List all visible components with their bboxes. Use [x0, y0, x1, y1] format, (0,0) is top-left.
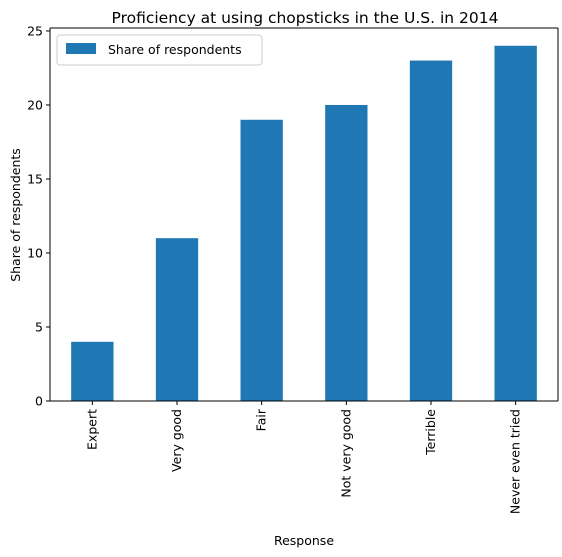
y-axis-label: Share of respondents — [8, 148, 23, 282]
x-tick-label: Expert — [84, 409, 99, 450]
x-tick-label: Fair — [254, 408, 269, 431]
bar-not-very-good — [325, 104, 368, 401]
bar-fair — [240, 119, 283, 402]
x-tick-label: Never even tried — [508, 409, 523, 514]
plot-area — [50, 28, 558, 401]
bar-terrible — [409, 60, 453, 402]
bar-group — [71, 45, 537, 402]
bar-very-good — [155, 238, 199, 401]
x-tick-label: Not very good — [338, 409, 353, 498]
plot-frame — [49, 27, 559, 402]
y-tick-label: 0 — [35, 394, 43, 409]
y-tick-label: 25 — [27, 23, 43, 38]
y-tick-label: 5 — [35, 319, 43, 334]
bar-expert — [71, 341, 114, 401]
legend-swatch — [66, 43, 96, 54]
x-tick-label: Terrible — [423, 409, 438, 456]
legend: Share of respondents — [56, 34, 263, 66]
x-axis-label: Response — [274, 533, 334, 548]
x-tick-label: Very good — [169, 409, 184, 472]
y-tick-label: 10 — [27, 245, 43, 260]
bar-never-even-tried — [494, 45, 537, 402]
legend-label: Share of respondents — [108, 42, 242, 57]
legend-box — [56, 34, 263, 66]
chart-title: Proficiency at using chopsticks in the U… — [112, 9, 499, 27]
y-axis: 0 5 10 15 20 25 — [27, 23, 50, 409]
x-axis: Expert Very good Fair Not very good Terrible… — [84, 401, 523, 514]
y-tick-label: 15 — [27, 171, 43, 186]
y-tick-label: 20 — [27, 97, 43, 112]
